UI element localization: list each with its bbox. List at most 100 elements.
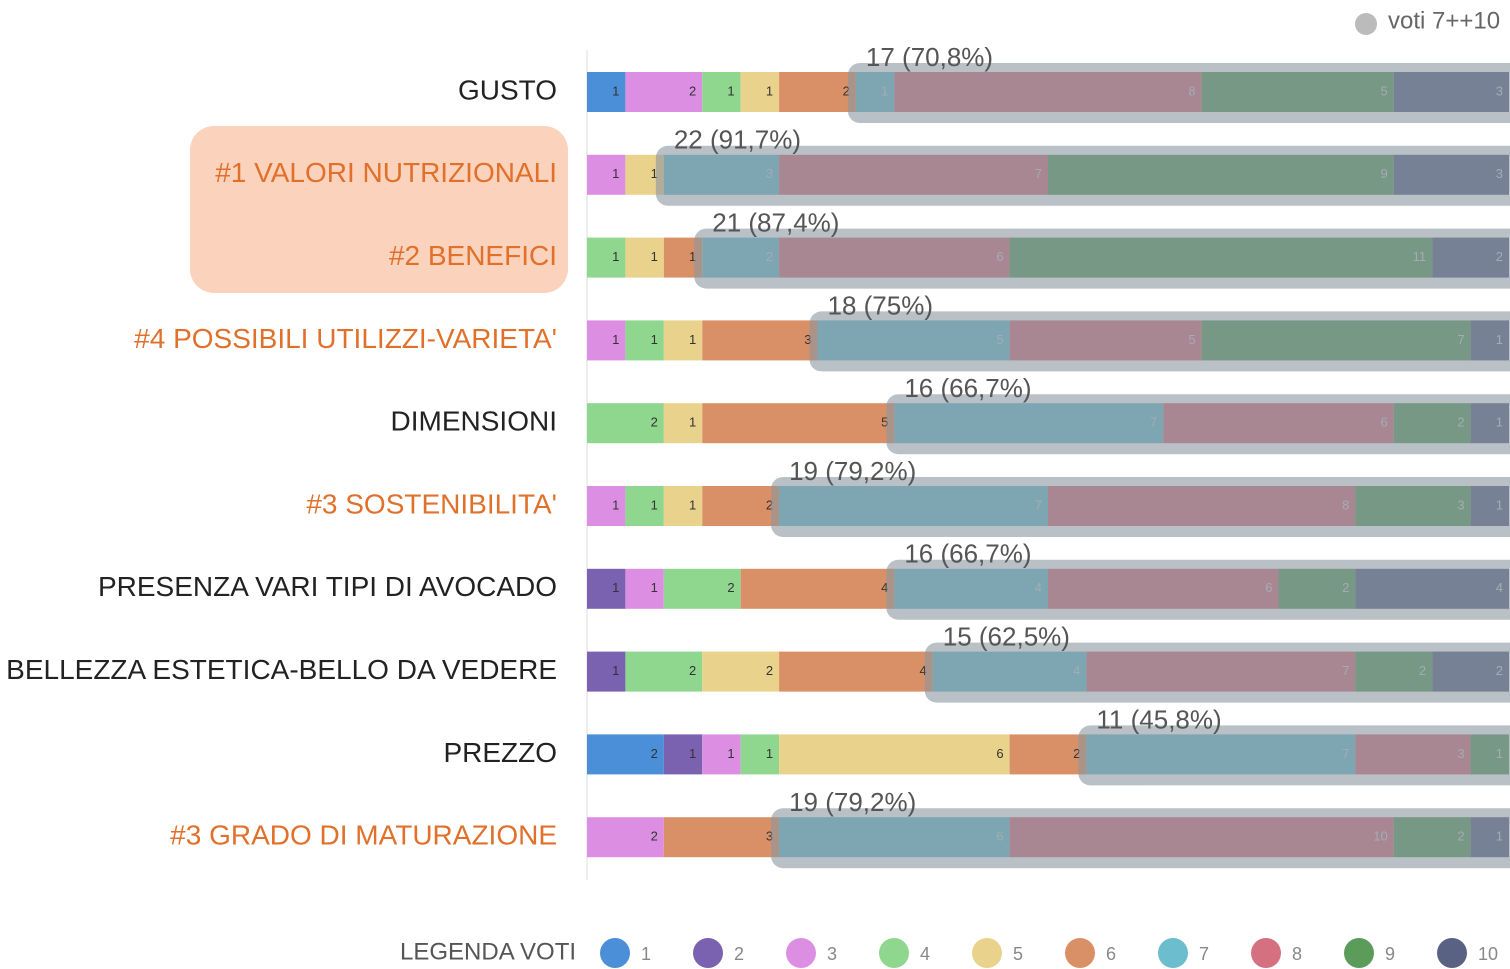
overlay-bar	[924, 642, 1510, 703]
category-label: DIMENSIONI	[391, 406, 557, 437]
segment-label: 2	[651, 415, 658, 430]
bar-segment	[625, 320, 664, 361]
bar-segment	[779, 734, 1010, 775]
segment-label: 1	[612, 249, 619, 264]
segment-label: 2	[727, 580, 734, 595]
bar-segment	[663, 403, 703, 444]
segment-label: 1	[651, 580, 658, 595]
legend-swatch	[1344, 938, 1374, 968]
segment-label: 2	[689, 663, 696, 678]
overlay-label: 19 (79,2%)	[789, 787, 916, 817]
bar-segment	[587, 651, 626, 692]
bar-segment	[625, 486, 664, 526]
overlay-label: 21 (87,4%)	[712, 207, 839, 237]
overlay-label: 22 (91,7%)	[674, 125, 801, 155]
legend-swatch	[1065, 938, 1095, 968]
bar-segment	[587, 154, 626, 195]
bar-segment	[702, 486, 780, 526]
bar-segment	[587, 817, 664, 858]
bar-segment	[625, 568, 664, 609]
bar-segment	[702, 320, 818, 361]
segment-label: 6	[996, 746, 1003, 761]
overlay-label: 11 (45,8%)	[1096, 704, 1221, 734]
segment-label: 1	[651, 249, 658, 264]
legend-label: voti 7++10	[1388, 7, 1500, 34]
bar-segment	[587, 734, 664, 775]
segment-label: 1	[651, 332, 658, 347]
bar-segment	[625, 72, 703, 112]
bar-segment	[779, 651, 933, 692]
overlay-label: 18 (75%)	[828, 290, 934, 320]
segment-label: 1	[612, 332, 619, 347]
overlay-label: 17 (70,8%)	[866, 42, 993, 72]
legend-label: 10	[1478, 944, 1498, 964]
legend-label: 8	[1292, 944, 1302, 964]
bar-segment	[702, 403, 895, 444]
legend-label: 2	[734, 944, 744, 964]
legend-swatch	[1437, 938, 1467, 968]
overlay-bar	[886, 394, 1510, 455]
segment-label: 1	[689, 332, 696, 347]
bar-segment	[663, 486, 703, 526]
bar-segment	[740, 568, 895, 609]
bar-segment	[625, 651, 703, 692]
segment-label: 3	[804, 332, 811, 347]
legend-label: 4	[920, 944, 930, 964]
segment-label: 1	[766, 83, 773, 98]
bar-segment	[779, 72, 856, 112]
segment-label: 1	[651, 497, 658, 512]
bar-segment	[702, 72, 741, 112]
overlay-bar	[847, 63, 1510, 123]
segment-label: 3	[766, 829, 773, 844]
category-label: BELLEZZA ESTETICA-BELLO DA VEDERE	[6, 654, 557, 685]
segment-label: 1	[689, 249, 696, 264]
category-label: PREZZO	[443, 737, 557, 768]
segment-label: 2	[689, 83, 696, 98]
legend-swatch	[693, 938, 723, 968]
segment-label: 2	[843, 83, 850, 98]
legend-label: 3	[827, 944, 837, 964]
bar-segment	[587, 403, 664, 444]
bar-segment	[663, 568, 741, 609]
legend-swatch	[1158, 938, 1188, 968]
segment-label: 1	[689, 415, 696, 430]
bar-segment	[625, 237, 664, 278]
bar-segment	[663, 734, 703, 775]
category-label: #3 GRADO DI MATURAZIONE	[170, 820, 557, 851]
segment-label: 2	[766, 497, 773, 512]
category-label: #2 BENEFICI	[389, 240, 557, 271]
overlay-bar	[694, 228, 1510, 289]
legend-swatch	[1355, 13, 1377, 35]
segment-label: 2	[651, 746, 658, 761]
overlay-bar	[655, 145, 1510, 206]
category-label: #4 POSSIBILI UTILIZZI-VARIETA'	[134, 323, 557, 354]
segment-label: 1	[727, 746, 734, 761]
legend-label: 5	[1013, 944, 1023, 964]
legend-label: 6	[1106, 944, 1116, 964]
segment-label: 1	[651, 166, 658, 181]
bar-segment	[587, 72, 626, 112]
bar-segment	[702, 734, 741, 775]
legend-swatch	[600, 938, 630, 968]
segment-label: 1	[612, 83, 619, 98]
overlay-bar	[809, 311, 1510, 372]
bar-segment	[587, 237, 626, 278]
bar-segment	[663, 320, 703, 361]
segment-label: 1	[612, 580, 619, 595]
segment-label: 1	[727, 83, 734, 98]
category-label: PRESENZA VARI TIPI DI AVOCADO	[98, 571, 557, 602]
legend-label: 1	[641, 944, 651, 964]
bar-segment	[587, 568, 626, 609]
bar-segment	[1009, 734, 1087, 775]
bar-segment	[587, 320, 626, 361]
segment-label: 2	[766, 663, 773, 678]
segment-label: 5	[881, 415, 888, 430]
overlay-bar	[886, 559, 1510, 620]
category-label: #3 SOSTENIBILITA'	[306, 488, 557, 519]
legend-swatch	[972, 938, 1002, 968]
segment-label: 1	[612, 663, 619, 678]
overlay-bar	[1078, 725, 1510, 786]
segment-label: 1	[766, 746, 773, 761]
segment-label: 1	[689, 746, 696, 761]
